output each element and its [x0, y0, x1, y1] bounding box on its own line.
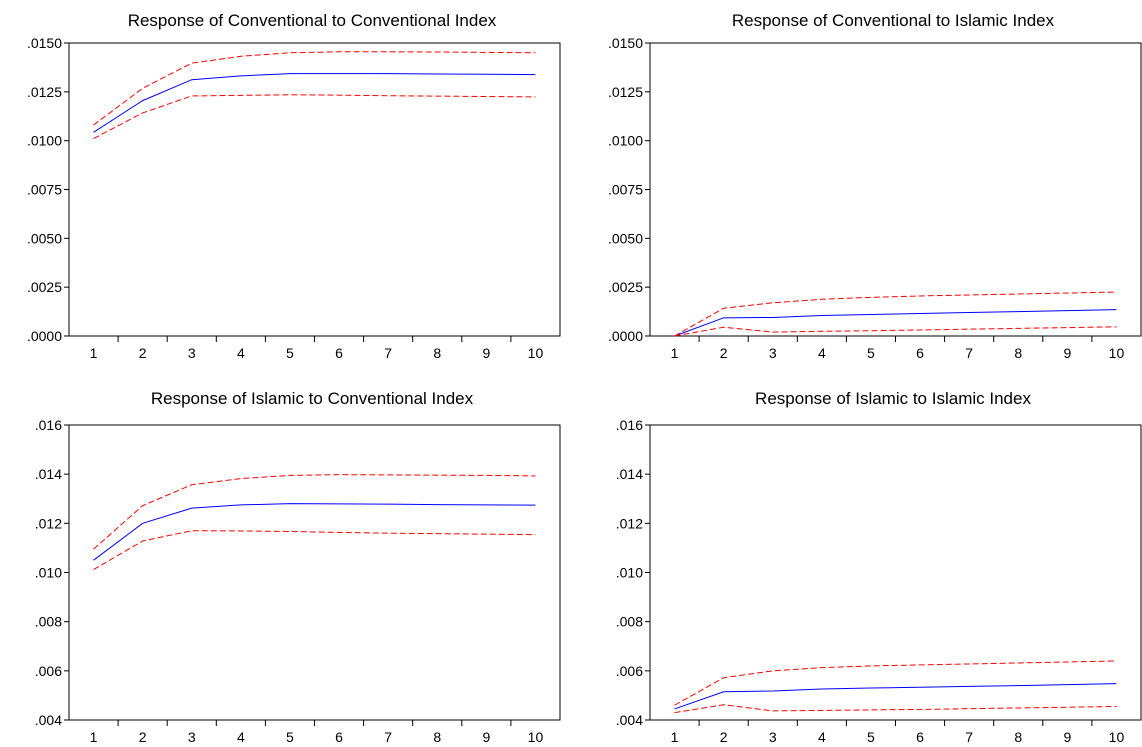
y-tick-label: .0075 — [608, 182, 643, 198]
lower-band-line — [674, 704, 1117, 714]
response-line — [93, 73, 536, 133]
x-tick-label: 3 — [769, 345, 777, 361]
x-tick-label: 7 — [965, 729, 973, 745]
y-tick-label: .016 — [35, 417, 62, 433]
x-tick-label: 5 — [867, 345, 875, 361]
x-tick-label: 1 — [671, 729, 679, 745]
lower-band-line — [93, 94, 536, 139]
y-tick-label: .012 — [35, 515, 62, 531]
y-tick-label: .010 — [616, 565, 643, 581]
lower-band-line — [93, 530, 536, 570]
x-tick-label: 7 — [384, 345, 392, 361]
x-tick-label: 1 — [90, 345, 98, 361]
y-tick-label: .0150 — [27, 35, 62, 51]
y-tick-label: .010 — [35, 565, 62, 581]
response-line — [674, 683, 1117, 710]
panel-title: Response of Conventional to Islamic Inde… — [732, 11, 1055, 30]
y-tick-label: .012 — [616, 515, 643, 531]
y-tick-label: .004 — [35, 712, 62, 728]
x-tick-label: 4 — [818, 345, 826, 361]
x-tick-label: 8 — [433, 345, 441, 361]
y-tick-label: .008 — [35, 614, 62, 630]
x-tick-label: 2 — [720, 729, 728, 745]
y-tick-label: .014 — [35, 466, 62, 482]
y-tick-label: .0025 — [608, 279, 643, 295]
x-tick-label: 4 — [237, 729, 245, 745]
x-tick-label: 8 — [1014, 345, 1022, 361]
x-tick-label: 10 — [528, 345, 544, 361]
x-tick-label: 8 — [1014, 729, 1022, 745]
y-tick-label: .0000 — [27, 328, 62, 344]
x-tick-label: 6 — [916, 345, 924, 361]
y-tick-label: .0100 — [608, 133, 643, 149]
y-tick-label: .0025 — [27, 279, 62, 295]
response-line — [674, 309, 1117, 337]
lower-band-line — [674, 326, 1117, 337]
y-tick-label: .0050 — [27, 230, 62, 246]
y-tick-label: .016 — [616, 417, 643, 433]
x-tick-label: 8 — [433, 729, 441, 745]
y-tick-label: .006 — [616, 663, 643, 679]
panel-title: Response of Islamic to Islamic Index — [755, 389, 1031, 408]
panel-conventional-to-conventional: Response of Conventional to Conventional… — [27, 11, 561, 361]
x-tick-label: 9 — [482, 345, 490, 361]
x-tick-label: 9 — [1063, 729, 1071, 745]
plot-frame — [649, 424, 1142, 721]
upper-band-line — [93, 51, 536, 126]
upper-band-line — [674, 291, 1117, 337]
x-tick-label: 10 — [528, 729, 544, 745]
x-tick-label: 6 — [916, 729, 924, 745]
x-tick-label: 5 — [867, 729, 875, 745]
x-tick-label: 3 — [188, 729, 196, 745]
y-tick-label: .014 — [616, 466, 643, 482]
x-tick-label: 10 — [1109, 729, 1125, 745]
x-tick-label: 2 — [139, 345, 147, 361]
plot-frame — [68, 424, 561, 721]
y-tick-label: .006 — [35, 663, 62, 679]
x-tick-label: 7 — [965, 345, 973, 361]
y-tick-label: .0100 — [27, 133, 62, 149]
y-tick-label: .0000 — [608, 328, 643, 344]
upper-band-line — [674, 660, 1117, 706]
y-tick-label: .004 — [616, 712, 643, 728]
plot-frame — [68, 42, 561, 337]
x-tick-label: 4 — [237, 345, 245, 361]
y-tick-label: .0150 — [608, 35, 643, 51]
x-tick-label: 9 — [1063, 345, 1071, 361]
x-tick-label: 6 — [335, 345, 343, 361]
x-tick-label: 3 — [769, 729, 777, 745]
plot-frame — [649, 42, 1142, 337]
panel-title: Response of Islamic to Conventional Inde… — [151, 389, 474, 408]
x-tick-label: 5 — [286, 345, 294, 361]
x-tick-label: 4 — [818, 729, 826, 745]
x-tick-label: 7 — [384, 729, 392, 745]
panel-islamic-to-conventional: Response of Islamic to Conventional Inde… — [35, 389, 561, 745]
x-tick-label: 1 — [90, 729, 98, 745]
upper-band-line — [93, 474, 536, 550]
y-tick-label: .008 — [616, 614, 643, 630]
x-tick-label: 3 — [188, 345, 196, 361]
x-tick-label: 9 — [482, 729, 490, 745]
y-tick-label: .0125 — [27, 84, 62, 100]
x-tick-label: 2 — [720, 345, 728, 361]
y-tick-label: .0125 — [608, 84, 643, 100]
panel-conventional-to-islamic: Response of Conventional to Islamic Inde… — [608, 11, 1142, 361]
y-tick-label: .0075 — [27, 182, 62, 198]
x-tick-label: 1 — [671, 345, 679, 361]
x-tick-label: 2 — [139, 729, 147, 745]
x-tick-label: 5 — [286, 729, 294, 745]
y-tick-label: .0050 — [608, 230, 643, 246]
response-line — [93, 503, 536, 561]
x-tick-label: 6 — [335, 729, 343, 745]
x-tick-label: 10 — [1109, 345, 1125, 361]
panel-title: Response of Conventional to Conventional… — [128, 11, 497, 30]
panel-islamic-to-islamic: Response of Islamic to Islamic Index .00… — [616, 389, 1142, 745]
